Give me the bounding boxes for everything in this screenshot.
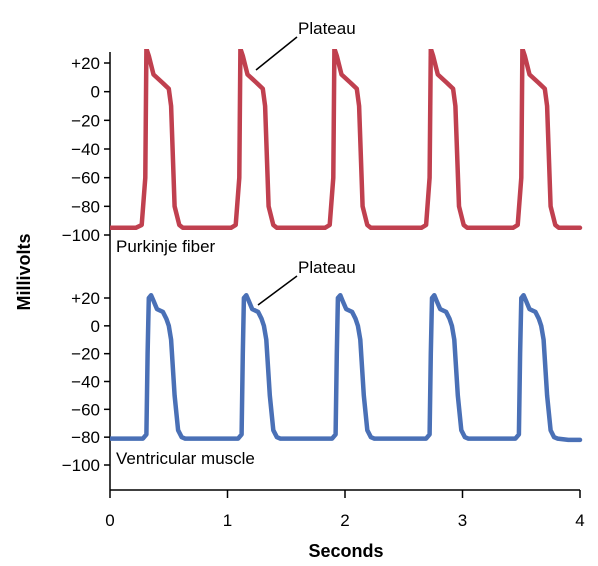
x-tick-label: 1	[223, 511, 232, 530]
y-tick-label: −40	[71, 373, 100, 392]
y-tick-label: −40	[71, 140, 100, 159]
panel-label: Ventricular muscle	[116, 449, 255, 468]
y-tick-label: 0	[91, 317, 100, 336]
y-tick-label: −20	[71, 345, 100, 364]
plateau-leader-line	[255, 36, 298, 71]
x-tick-label: 4	[575, 511, 584, 530]
y-tick-label: −80	[71, 428, 100, 447]
plateau-annotation: Plateau	[298, 258, 356, 277]
x-tick-label: 2	[340, 511, 349, 530]
x-axis-title: Seconds	[308, 541, 383, 561]
y-tick-label: −60	[71, 169, 100, 188]
plateau-annotation: Plateau	[298, 19, 356, 38]
y-tick-label: −80	[71, 197, 100, 216]
x-axis: 0 1 2 3 4	[105, 490, 585, 530]
panel-label: Purkinje fiber	[116, 237, 216, 256]
y-tick-label: −100	[62, 226, 100, 245]
trace-line	[110, 292, 583, 443]
y-tick-label: +20	[71, 54, 100, 73]
ventricular-panel: +20 0 −20 −40 −60 −80 −100 Ventricular muscle Pl…	[62, 258, 583, 475]
x-tick-label: 3	[458, 511, 467, 530]
y-axis-title: Millivolts	[14, 233, 34, 310]
plateau-leader-line	[257, 275, 298, 306]
y-tick-label: −20	[71, 111, 100, 130]
x-tick-label: 0	[105, 511, 114, 530]
y-tick-label: +20	[71, 289, 100, 308]
trace-line	[110, 49, 583, 231]
y-tick-label: 0	[91, 83, 100, 102]
y-tick-label: −60	[71, 400, 100, 419]
purkinje-panel: +20 0 −20 −40 −60 −80 −100 Purkinje fiber Platea…	[62, 19, 583, 256]
y-tick-label: −100	[62, 456, 100, 475]
